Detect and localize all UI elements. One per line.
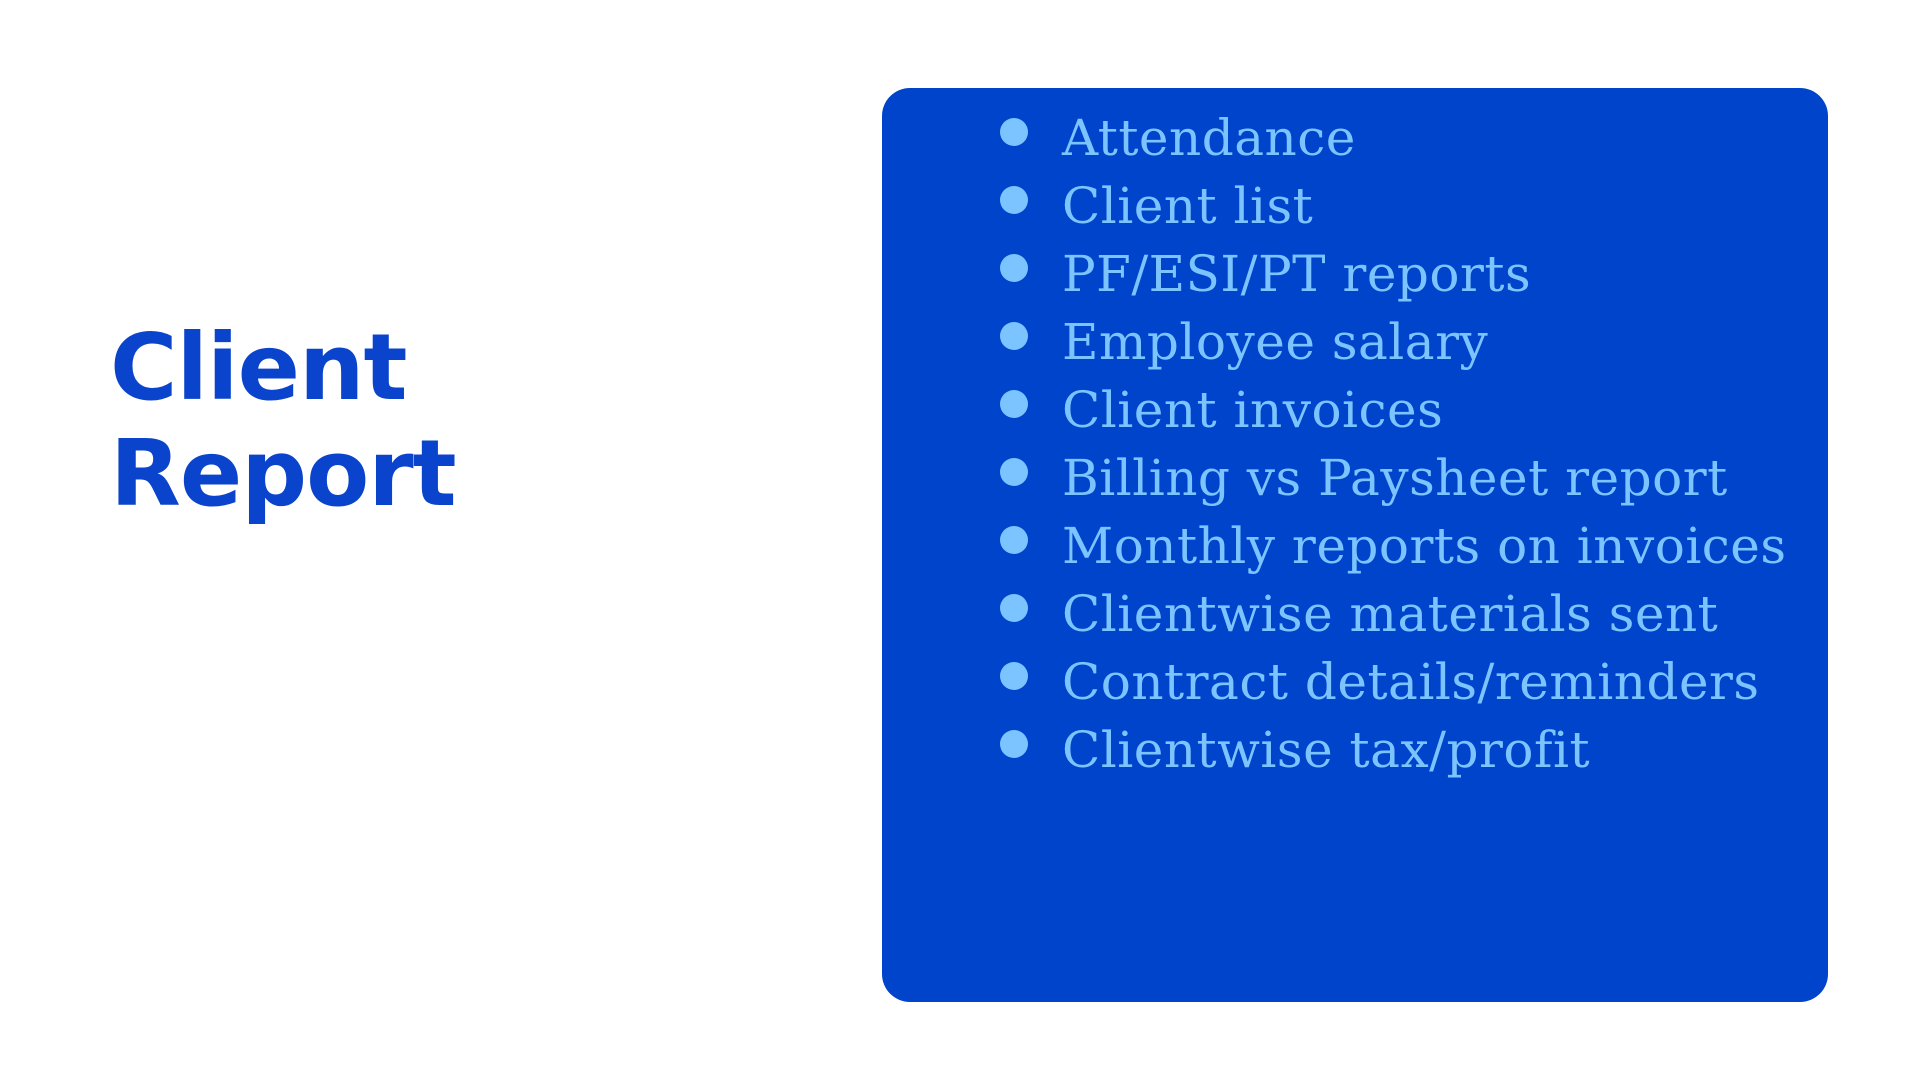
bullet-dot-icon bbox=[1000, 186, 1028, 214]
bullet-dot-icon bbox=[1000, 118, 1028, 146]
report-item-label: Attendance bbox=[1062, 109, 1356, 167]
report-items-list: Attendance Client list PF/ESI/PT reports… bbox=[1000, 104, 1802, 784]
report-item-label: Employee salary bbox=[1062, 313, 1489, 371]
page-title: Client Report bbox=[110, 314, 457, 527]
report-item-billing-vs-paysheet: Billing vs Paysheet report bbox=[1000, 444, 1802, 512]
report-item-label: Client list bbox=[1062, 177, 1314, 235]
report-item-pf-esi-pt-reports: PF/ESI/PT reports bbox=[1000, 240, 1802, 308]
report-item-label: Monthly reports on invoices bbox=[1062, 517, 1787, 575]
bullet-dot-icon bbox=[1000, 730, 1028, 758]
bullet-dot-icon bbox=[1000, 662, 1028, 690]
bullet-dot-icon bbox=[1000, 594, 1028, 622]
report-item-label: Contract details/reminders bbox=[1062, 653, 1760, 711]
report-item-contract-details: Contract details/reminders bbox=[1000, 648, 1802, 716]
report-item-label: Billing vs Paysheet report bbox=[1062, 449, 1728, 507]
bullet-dot-icon bbox=[1000, 390, 1028, 418]
report-item-employee-salary: Employee salary bbox=[1000, 308, 1802, 376]
report-item-label: Clientwise materials sent bbox=[1062, 585, 1719, 643]
report-item-clientwise-tax-profit: Clientwise tax/profit bbox=[1000, 716, 1802, 784]
report-item-client-list: Client list bbox=[1000, 172, 1802, 240]
report-item-client-invoices: Client invoices bbox=[1000, 376, 1802, 444]
page-title-line-2: Report bbox=[110, 420, 457, 527]
bullet-dot-icon bbox=[1000, 526, 1028, 554]
report-item-label: Client invoices bbox=[1062, 381, 1444, 439]
report-items-panel: Attendance Client list PF/ESI/PT reports… bbox=[882, 88, 1828, 1002]
report-item-label: PF/ESI/PT reports bbox=[1062, 245, 1532, 303]
report-item-attendance: Attendance bbox=[1000, 104, 1802, 172]
bullet-dot-icon bbox=[1000, 254, 1028, 282]
bullet-dot-icon bbox=[1000, 458, 1028, 486]
report-item-clientwise-materials: Clientwise materials sent bbox=[1000, 580, 1802, 648]
bullet-dot-icon bbox=[1000, 322, 1028, 350]
page-title-line-1: Client bbox=[110, 314, 407, 421]
report-item-label: Clientwise tax/profit bbox=[1062, 721, 1591, 779]
report-item-monthly-reports-invoices: Monthly reports on invoices bbox=[1000, 512, 1802, 580]
